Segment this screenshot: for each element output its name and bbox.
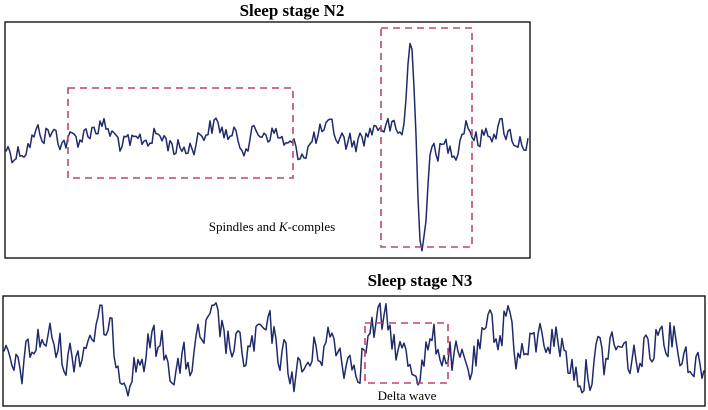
highlight-box <box>67 87 294 179</box>
eeg-trace <box>5 42 529 252</box>
annotation-text: Spindles and <box>209 219 279 234</box>
annotation: Spindles and K-comples <box>209 219 335 234</box>
eeg-trace <box>3 302 705 397</box>
panel-frame <box>2 295 706 407</box>
annotation-text: K <box>278 219 289 234</box>
panel-title: Sleep stage N2 <box>240 1 345 20</box>
annotation-text: Delta wave <box>378 388 437 403</box>
annotation: Delta wave <box>378 388 437 403</box>
panel-frame <box>4 21 531 259</box>
highlight-box <box>364 322 449 384</box>
highlight-box <box>380 27 473 248</box>
annotation-text: -comples <box>288 219 336 234</box>
panel-title: Sleep stage N3 <box>368 271 473 290</box>
